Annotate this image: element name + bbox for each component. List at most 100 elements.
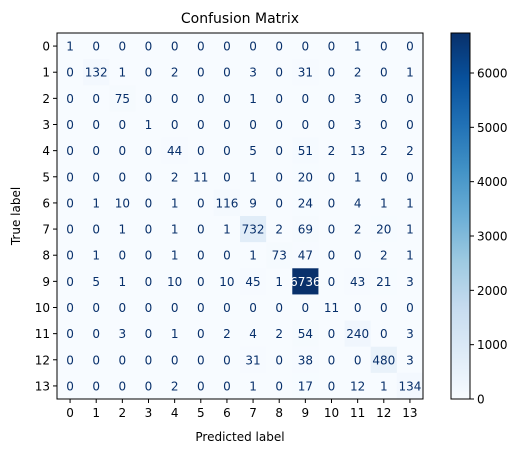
cell-value-label: 2 [171, 66, 179, 80]
cell-value-label: 13 [350, 144, 365, 158]
heatmap-cell [370, 268, 398, 295]
heatmap-cell [83, 372, 110, 400]
cell-value-label: 6736 [290, 275, 321, 289]
heatmap-cell [344, 372, 372, 400]
x-tick-label: 1 [92, 406, 100, 420]
heatmap-cell [83, 137, 110, 165]
heatmap-cell [266, 111, 293, 139]
heatmap-cell [135, 294, 163, 322]
heatmap-cell [187, 216, 215, 243]
heatmap-cell [240, 59, 267, 86]
heatmap-cell [57, 137, 84, 165]
heatmap-cell [240, 137, 267, 165]
cell-value-label: 1 [406, 196, 414, 210]
y-tick-label: 12 [35, 353, 50, 367]
cell-value-label: 3 [354, 92, 362, 106]
cell-value-label: 0 [92, 92, 100, 106]
cell-value-label: 51 [298, 144, 313, 158]
cell-value-label: 1 [171, 249, 179, 263]
cell-value-label: 0 [223, 301, 231, 315]
heatmap-cell [109, 216, 136, 243]
cell-value-label: 0 [380, 327, 388, 341]
cell-value-label: 0 [354, 353, 362, 367]
heatmap-cell [213, 189, 241, 217]
cell-value-label: 2 [380, 144, 388, 158]
cell-value-label: 4 [249, 327, 257, 341]
heatmap-cell [187, 189, 215, 217]
cell-value-label: 0 [380, 92, 388, 106]
colorbar-tick-label: 2000 [477, 284, 508, 298]
cell-value-label: 0 [223, 66, 231, 80]
cell-value-label: 0 [145, 301, 153, 315]
heatmap-cell [396, 372, 424, 400]
cell-value-label: 0 [197, 353, 205, 367]
heatmap-cell [240, 294, 267, 322]
heatmap-cell [57, 372, 84, 400]
heatmap-cell [213, 85, 241, 112]
cell-value-label: 2 [406, 144, 414, 158]
cell-value-label: 0 [66, 144, 74, 158]
cell-value-label: 0 [145, 379, 153, 393]
x-tick-label: 11 [350, 406, 365, 420]
heatmap-cell [266, 216, 293, 243]
heatmap-cell [292, 189, 319, 217]
x-tick-label: 13 [402, 406, 417, 420]
heatmap-cell [135, 111, 163, 139]
cell-value-label: 0 [275, 379, 283, 393]
cell-value-label: 0 [145, 223, 153, 237]
cell-value-label: 3 [354, 118, 362, 132]
cell-value-label: 5 [92, 275, 100, 289]
x-tick-label: 5 [197, 406, 205, 420]
y-tick-label: 1 [42, 66, 50, 80]
cell-value-label: 1 [171, 196, 179, 210]
y-tick-label: 9 [42, 275, 50, 289]
heatmap-cell [213, 216, 241, 243]
cell-value-label: 1 [275, 275, 283, 289]
x-tick-label: 7 [249, 406, 257, 420]
heatmap-cell [109, 85, 136, 112]
cell-value-label: 20 [298, 170, 313, 184]
heatmap-cell [318, 320, 346, 348]
cell-value-label: 0 [92, 40, 100, 54]
heatmap-cell [187, 163, 215, 191]
cell-value-label: 0 [223, 40, 231, 54]
heatmap-cell [135, 85, 163, 112]
cell-value-label: 2 [171, 170, 179, 184]
heatmap-cell-labels: 1 0 0 0 0 0 0 0 0 0 0 1 0 00 132 1 0 2 0 0 3 0 31 0 2 0 10 0 75 0 0 0 0 1… [66, 40, 421, 394]
cell-value-label: 0 [328, 249, 336, 263]
cell-value-label: 0 [380, 170, 388, 184]
cell-value-label: 2 [354, 223, 362, 237]
heatmap-cell [370, 189, 398, 217]
heatmap-cell [266, 294, 293, 322]
heatmap-cell [187, 242, 215, 269]
cell-value-label: 47 [298, 249, 313, 263]
heatmap-cell [240, 320, 267, 348]
cell-value-label: 1 [119, 223, 127, 237]
heatmap-cell [370, 59, 398, 86]
heatmap-cell [135, 137, 163, 165]
heatmap-cell [109, 372, 136, 400]
cell-value-label: 0 [119, 353, 127, 367]
cell-value-label: 2 [275, 223, 283, 237]
heatmap-cell [240, 111, 267, 139]
heatmap-cell [318, 372, 346, 400]
heatmap-cell [83, 268, 110, 295]
cell-value-label: 1 [406, 223, 414, 237]
heatmap-cell [135, 163, 163, 191]
cell-value-label: 0 [380, 66, 388, 80]
y-tick-label: 6 [42, 196, 50, 210]
colorbar-ticks: 0 1000 2000 3000 4000 5000 6000 [470, 66, 508, 407]
x-tick-label: 8 [275, 406, 283, 420]
cell-value-label: 1 [92, 196, 100, 210]
cell-value-label: 4 [354, 196, 362, 210]
heatmap-cell [187, 346, 215, 374]
cell-value-label: 0 [66, 118, 74, 132]
cell-value-label: 44 [167, 144, 182, 158]
cell-value-label: 0 [92, 170, 100, 184]
heatmap-cell [370, 320, 398, 348]
heatmap-cell [370, 346, 398, 374]
x-axis-ticks: 0 1 2 3 4 5 6 7 8 9 10 11 12 13 [66, 399, 418, 420]
heatmap-cell [292, 163, 319, 191]
cell-value-label: 17 [298, 379, 313, 393]
